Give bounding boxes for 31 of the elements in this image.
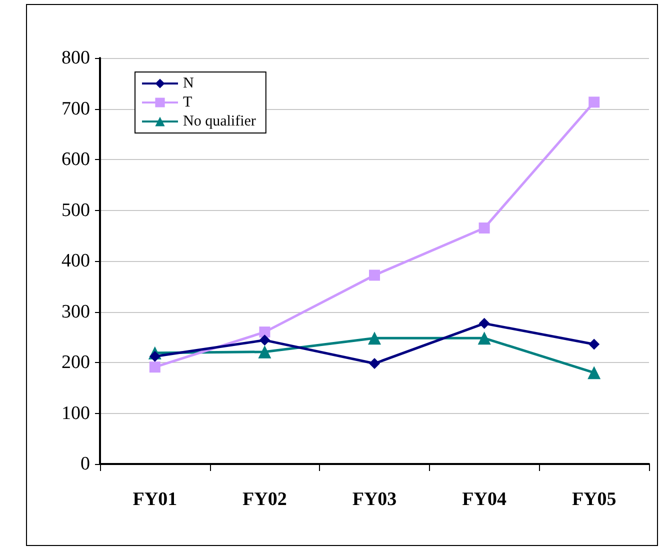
x-tick-label: FY04: [462, 489, 507, 510]
x-tick-label: FY03: [352, 489, 397, 510]
x-tick-label: FY02: [242, 489, 287, 510]
point: [588, 96, 600, 108]
x-tick-label: FY01: [132, 489, 178, 510]
point: [588, 366, 601, 380]
point: [588, 338, 600, 350]
point: [478, 318, 490, 329]
y-tick-label: 700: [62, 98, 90, 120]
y-tick-label: 300: [62, 301, 90, 322]
point: [478, 332, 491, 345]
point: [258, 345, 272, 358]
point: [259, 334, 270, 346]
x-tick-label: FY05: [572, 489, 616, 510]
y-tick-label: 100: [62, 402, 90, 424]
point: [149, 350, 160, 362]
point: [369, 358, 380, 370]
y-tick-label: 500: [62, 200, 90, 221]
y-tick-label: 400: [62, 250, 90, 272]
legend-label: T: [183, 94, 192, 110]
y-tick-label: 600: [62, 149, 90, 170]
y-tick-label: 200: [62, 352, 90, 373]
point: [259, 326, 270, 338]
point: [369, 270, 380, 281]
point: [368, 332, 381, 345]
y-tick-label: 0: [80, 454, 90, 474]
point: [478, 222, 490, 234]
legend-label: No qualifier: [183, 114, 256, 130]
point: [149, 362, 160, 373]
y-tick-label: 800: [62, 48, 90, 68]
legend-label: N: [183, 76, 194, 92]
